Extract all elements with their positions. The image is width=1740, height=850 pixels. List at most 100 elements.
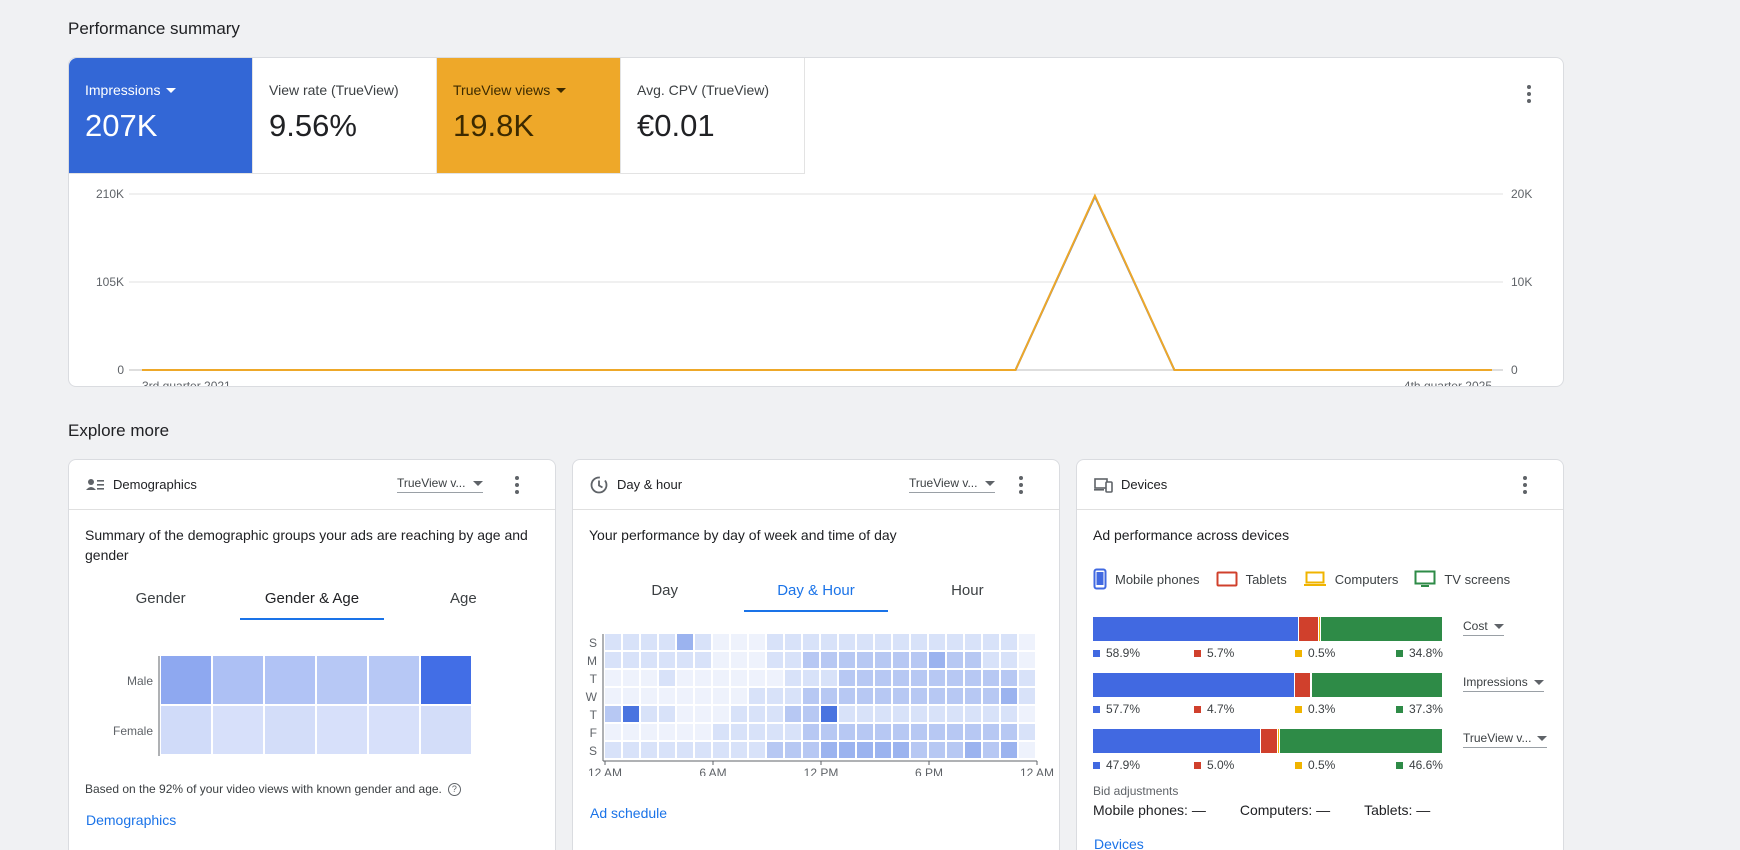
heatmap-cell[interactable] (821, 706, 837, 722)
heatmap-cell[interactable] (605, 742, 621, 758)
caret-down-icon[interactable] (166, 87, 177, 93)
bar-segment[interactable] (1279, 729, 1443, 753)
heatmap-cell[interactable] (695, 706, 711, 722)
heatmap-cell[interactable] (875, 742, 891, 758)
heatmap-cell[interactable] (713, 742, 729, 758)
heatmap-cell[interactable] (929, 652, 945, 668)
heatmap-cell[interactable] (749, 670, 765, 686)
heatmap-cell[interactable] (785, 634, 801, 650)
tab-gender[interactable]: Gender (135, 590, 186, 607)
heatmap-cell[interactable] (767, 688, 783, 704)
heatmap-cell[interactable] (1019, 688, 1035, 704)
heatmap-cell[interactable] (641, 706, 657, 722)
heatmap-cell[interactable] (1019, 724, 1035, 740)
heatmap-cell[interactable] (713, 688, 729, 704)
heatmap-cell[interactable] (731, 706, 747, 722)
heatmap-cell[interactable] (803, 670, 819, 686)
heatmap-cell[interactable] (605, 652, 621, 668)
heatmap-cell[interactable] (731, 652, 747, 668)
heatmap-cell[interactable] (821, 724, 837, 740)
heatmap-cell[interactable] (677, 688, 693, 704)
heatmap-cell[interactable] (911, 742, 927, 758)
heatmap-cell[interactable] (659, 706, 675, 722)
more-options-icon[interactable] (1519, 84, 1539, 104)
heatmap-cell[interactable] (265, 706, 315, 754)
heatmap-cell[interactable] (803, 652, 819, 668)
heatmap-cell[interactable] (821, 688, 837, 704)
metric-avg-cpv[interactable]: Avg. CPV (TrueView) €0.01 (621, 58, 805, 174)
heatmap-cell[interactable] (659, 652, 675, 668)
heatmap-cell[interactable] (893, 688, 909, 704)
heatmap-cell[interactable] (929, 670, 945, 686)
heatmap-cell[interactable] (1001, 742, 1017, 758)
heatmap-cell[interactable] (695, 724, 711, 740)
bar-segment[interactable] (1312, 673, 1443, 697)
heatmap-cell[interactable] (893, 670, 909, 686)
heatmap-cell[interactable] (983, 724, 999, 740)
heatmap-cell[interactable] (947, 670, 963, 686)
tab-day[interactable]: Day (651, 582, 678, 599)
help-icon[interactable]: ? (447, 782, 461, 796)
heatmap-cell[interactable] (713, 706, 729, 722)
heatmap-cell[interactable] (623, 742, 639, 758)
heatmap-cell[interactable] (623, 688, 639, 704)
heatmap-cell[interactable] (731, 634, 747, 650)
heatmap-cell[interactable] (785, 670, 801, 686)
heatmap-cell[interactable] (839, 706, 855, 722)
heatmap-cell[interactable] (965, 742, 981, 758)
heatmap-cell[interactable] (911, 706, 927, 722)
heatmap-cell[interactable] (749, 742, 765, 758)
heatmap-cell[interactable] (641, 742, 657, 758)
devices-link[interactable]: Devices (1094, 836, 1144, 850)
heatmap-cell[interactable] (1001, 688, 1017, 704)
bar-segment[interactable] (1319, 617, 1322, 641)
heatmap-cell[interactable] (893, 742, 909, 758)
heatmap-cell[interactable] (893, 652, 909, 668)
heatmap-cell[interactable] (965, 724, 981, 740)
heatmap-cell[interactable] (695, 652, 711, 668)
heatmap-cell[interactable] (749, 724, 765, 740)
heatmap-cell[interactable] (857, 742, 873, 758)
heatmap-cell[interactable] (369, 706, 419, 754)
heatmap-cell[interactable] (641, 652, 657, 668)
heatmap-cell[interactable] (893, 706, 909, 722)
heatmap-cell[interactable] (695, 634, 711, 650)
heatmap-cell[interactable] (1001, 724, 1017, 740)
more-options-icon[interactable] (507, 475, 527, 495)
bar-segment[interactable] (1093, 729, 1261, 753)
heatmap-cell[interactable] (659, 688, 675, 704)
heatmap-cell[interactable] (947, 742, 963, 758)
heatmap-cell[interactable] (965, 706, 981, 722)
heatmap-cell[interactable] (911, 634, 927, 650)
heatmap-cell[interactable] (677, 706, 693, 722)
heatmap-cell[interactable] (983, 706, 999, 722)
heatmap-cell[interactable] (749, 652, 765, 668)
heatmap-cell[interactable] (731, 724, 747, 740)
heatmap-cell[interactable] (369, 656, 419, 704)
heatmap-cell[interactable] (695, 742, 711, 758)
heatmap-cell[interactable] (893, 724, 909, 740)
bar-segment[interactable] (1260, 729, 1279, 753)
ad-schedule-link[interactable]: Ad schedule (590, 805, 668, 821)
heatmap-cell[interactable] (695, 670, 711, 686)
heatmap-cell[interactable] (965, 688, 981, 704)
heatmap-cell[interactable] (767, 706, 783, 722)
heatmap-cell[interactable] (713, 652, 729, 668)
heatmap-cell[interactable] (1001, 652, 1017, 668)
metric-view-rate[interactable]: View rate (TrueView) 9.56% (253, 58, 437, 174)
heatmap-cell[interactable] (677, 634, 693, 650)
heatmap-cell[interactable] (1019, 742, 1035, 758)
heatmap-cell[interactable] (983, 634, 999, 650)
heatmap-cell[interactable] (965, 670, 981, 686)
heatmap-cell[interactable] (1001, 634, 1017, 650)
heatmap-cell[interactable] (803, 688, 819, 704)
heatmap-cell[interactable] (317, 656, 367, 704)
heatmap-cell[interactable] (965, 652, 981, 668)
heatmap-cell[interactable] (1019, 652, 1035, 668)
heatmap-cell[interactable] (767, 634, 783, 650)
heatmap-cell[interactable] (821, 652, 837, 668)
caret-down-icon[interactable] (556, 87, 567, 93)
heatmap-cell[interactable] (421, 656, 471, 704)
bar-segment[interactable] (1294, 673, 1312, 697)
heatmap-cell[interactable] (731, 742, 747, 758)
